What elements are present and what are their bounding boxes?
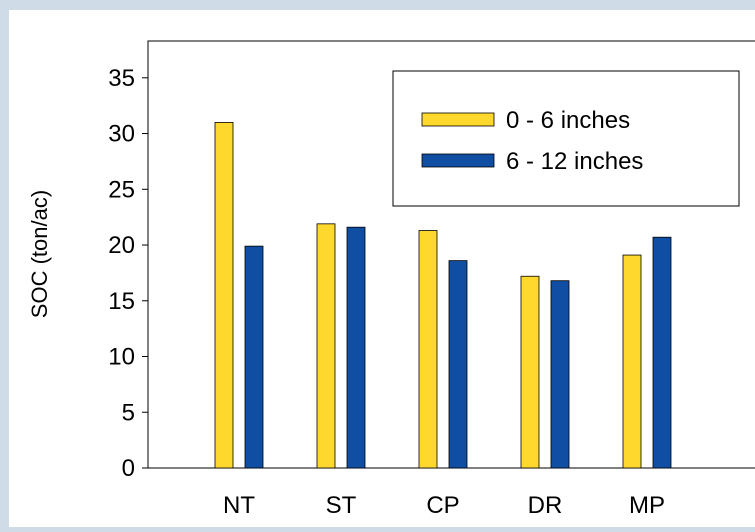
y-tick-label-15: 15: [108, 288, 135, 315]
chart-frame: 0 5 10 15 20 25 30 35 NT ST CP DR MP SOC (ton/ac) 0…: [9, 10, 755, 527]
x-tick-label-cp: CP: [426, 492, 459, 519]
y-tick-label-30: 30: [108, 121, 135, 148]
legend-swatch-0-6-inches: [421, 112, 495, 127]
x-tick-label-dr: DR: [528, 492, 563, 519]
legend: 0 - 6 inches 6 - 12 inches: [392, 70, 740, 207]
bar-st-series-1: [316, 223, 336, 469]
x-tick-label-nt: NT: [223, 492, 255, 519]
y-tick-label-0: 0: [122, 455, 135, 482]
y-tick-label-25: 25: [108, 176, 135, 203]
bar-chart: 0 5 10 15 20 25 30 35 NT ST CP DR MP SOC (ton/ac) 0…: [27, 40, 755, 519]
bars-group: [214, 121, 672, 469]
bar-nt-series-2: [244, 245, 264, 469]
legend-label-6-12-inches: 6 - 12 inches: [506, 148, 643, 175]
bar-mp-series-1: [622, 254, 642, 469]
bar-dr-series-1: [520, 275, 540, 469]
bar-mp-series-2: [652, 236, 672, 469]
y-tick-label-35: 35: [108, 65, 135, 92]
y-axis-label: SOC (ton/ac): [27, 190, 52, 318]
bar-dr-series-2: [550, 280, 570, 469]
legend-label-0-6-inches: 0 - 6 inches: [506, 107, 630, 134]
bar-nt-series-1: [214, 121, 234, 469]
y-tick-label-20: 20: [108, 232, 135, 259]
x-tick-label-st: ST: [326, 492, 357, 519]
bar-st-series-2: [346, 226, 366, 469]
bar-cp-series-2: [448, 260, 468, 469]
x-tick-label-mp: MP: [629, 492, 665, 519]
y-ticks-group: 0 5 10 15 20 25 30 35: [108, 65, 148, 482]
y-tick-label-5: 5: [122, 399, 135, 426]
x-labels-group: NT ST CP DR MP: [223, 492, 665, 519]
bar-cp-series-1: [418, 230, 438, 469]
legend-box: [392, 70, 740, 207]
legend-swatch-6-12-inches: [421, 153, 495, 168]
y-tick-label-10: 10: [108, 344, 135, 371]
